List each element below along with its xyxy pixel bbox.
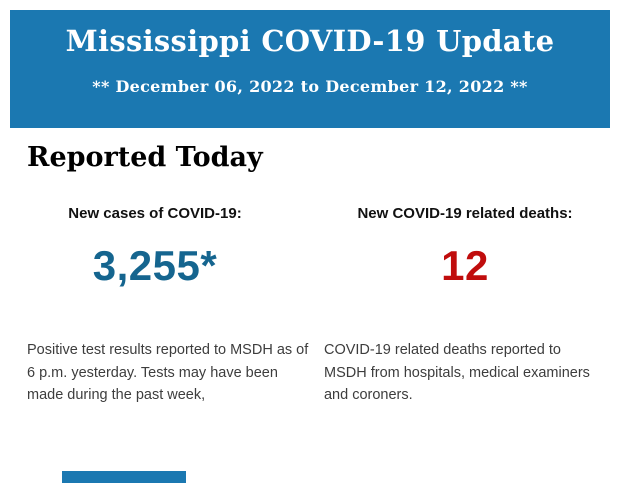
bottom-accent-bar [62,471,186,483]
deaths-description: COVID-19 related deaths reported to MSDH… [323,342,590,403]
new-deaths-label: New COVID-19 related deaths: [357,205,573,222]
header-banner: Mississippi COVID-19 Update ** December … [10,10,610,128]
stats-row: New cases of COVID-19: 3,255* New COVID-… [0,205,620,289]
date-range: ** December 06, 2022 to December 12, 202… [92,77,528,96]
newsletter-title: Mississippi COVID-19 Update [65,24,555,58]
stat-new-cases: New cases of COVID-19: 3,255* [0,205,310,289]
section-heading-reported-today: Reported Today [27,142,263,173]
stat-new-deaths: New COVID-19 related deaths: 12 [310,205,620,289]
descriptions-row: Positive test results reported to MSDH a… [27,339,607,407]
new-cases-label: New cases of COVID-19: [68,205,242,222]
new-cases-value: 3,255* [92,242,218,289]
cases-description: Positive test results reported to MSDH a… [27,342,309,403]
new-deaths-value: 12 [441,242,489,289]
